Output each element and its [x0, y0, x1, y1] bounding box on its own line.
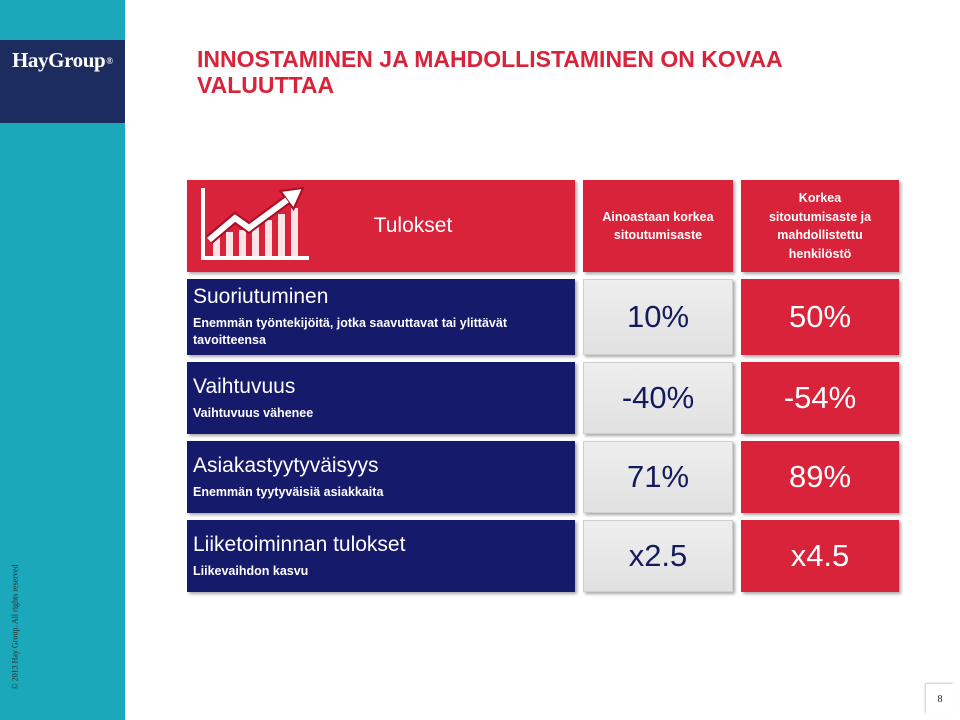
registered-mark: ® [106, 56, 114, 66]
chart-growth-icon [201, 186, 309, 260]
row-description: Enemmän tyytyväisiä asiakkaita [193, 484, 384, 499]
logo-wordmark-text: HayGroup [12, 48, 106, 72]
row-label-cell-customer-satisfaction: Asiakastyytyväisyys Enemmän tyytyväisiä … [187, 441, 575, 513]
high-engagement-value: x2.5 [583, 520, 733, 592]
high-engagement-value: 10% [583, 279, 733, 355]
engaged-enabled-value: -54% [741, 362, 899, 434]
row-title: Asiakastyytyväisyys [193, 453, 379, 477]
header-engaged-enabled-label: Korkea sitoutumisaste ja mahdollistettu … [768, 191, 872, 261]
row-label-cell-business-results: Liiketoiminnan tulokset Liikevaihdon kas… [187, 520, 575, 592]
row-title: Vaihtuvuus [193, 374, 296, 398]
row-description: Enemmän työntekijöitä, jotka saavuttavat… [193, 316, 507, 347]
header-results-cell: Tulokset [187, 180, 575, 272]
page-number: 8 [926, 684, 954, 714]
haygroup-logo: HayGroup® [12, 47, 113, 73]
row-description: Liikevaihdon kasvu [193, 563, 309, 578]
row-label-cell-turnover: Vaihtuvuus Vaihtuvuus vähenee [187, 362, 575, 434]
header-high-engagement-cell: Ainoastaan korkea sitoutumisaste [583, 180, 733, 272]
high-engagement-value: -40% [583, 362, 733, 434]
copyright-notice: © 2013 Hay Group. All rights reserved [10, 564, 20, 690]
row-description: Vaihtuvuus vähenee [193, 405, 314, 420]
header-engaged-enabled-cell: Korkea sitoutumisaste ja mahdollistettu … [741, 180, 899, 272]
engaged-enabled-value: 50% [741, 279, 899, 355]
slide-title: INNOSTAMINEN JA MAHDOLLISTAMINEN ON KOVA… [197, 46, 782, 98]
sidebar-band: HayGroup® © 2013 Hay Group. All rights r… [0, 0, 125, 720]
high-engagement-value: 71% [583, 441, 733, 513]
results-table: Tulokset Ainoastaan korkea sitoutumisast… [187, 180, 899, 592]
header-high-engagement-label: Ainoastaan korkea sitoutumisaste [602, 209, 714, 243]
logo-box: HayGroup® [0, 40, 125, 123]
engaged-enabled-value: 89% [741, 441, 899, 513]
header-results-label: Tulokset [373, 214, 453, 237]
row-title: Liiketoiminnan tulokset [193, 532, 406, 556]
row-title: Suoriutuminen [193, 285, 329, 308]
engaged-enabled-value: x4.5 [741, 520, 899, 592]
row-label-cell-performance: Suoriutuminen Enemmän työntekijöitä, jot… [187, 279, 575, 355]
